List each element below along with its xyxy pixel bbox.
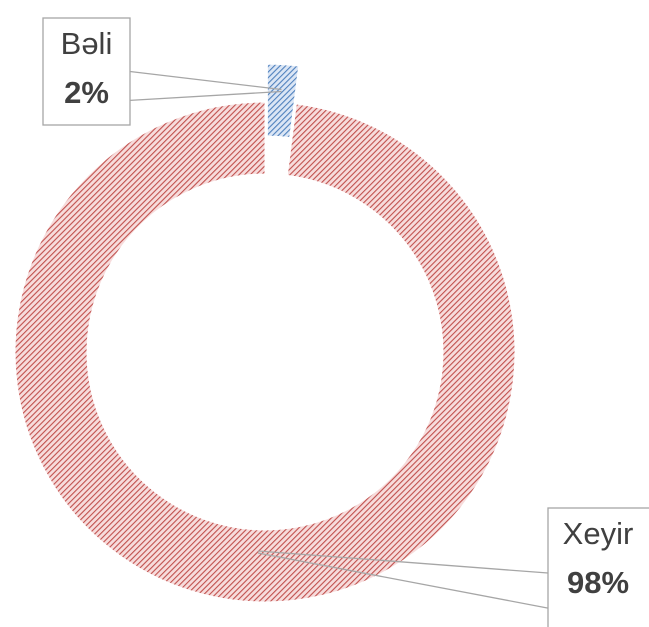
category-label: Xeyir (563, 516, 634, 551)
label-box (547, 507, 649, 627)
category-label: Bəli (61, 26, 113, 61)
leader-line (257, 550, 549, 574)
value-label: 2% (64, 75, 109, 110)
donut-slice (266, 63, 300, 139)
leader-line (129, 70, 282, 91)
leader-line (129, 90, 282, 102)
value-label: 98% (567, 565, 629, 600)
donut-slice (14, 101, 516, 603)
leader-line (257, 552, 549, 609)
label-box (42, 17, 131, 126)
